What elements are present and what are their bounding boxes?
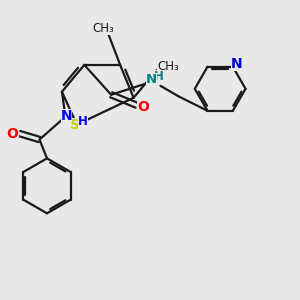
Text: S: S <box>70 118 80 132</box>
Text: H: H <box>153 70 163 83</box>
Text: CH₃: CH₃ <box>157 60 179 73</box>
Text: N: N <box>146 73 157 86</box>
Text: H: H <box>78 115 88 128</box>
Text: CH₃: CH₃ <box>93 22 115 35</box>
Text: O: O <box>137 100 149 114</box>
Text: O: O <box>7 127 19 141</box>
Text: N: N <box>231 57 242 71</box>
Text: N: N <box>61 109 72 123</box>
